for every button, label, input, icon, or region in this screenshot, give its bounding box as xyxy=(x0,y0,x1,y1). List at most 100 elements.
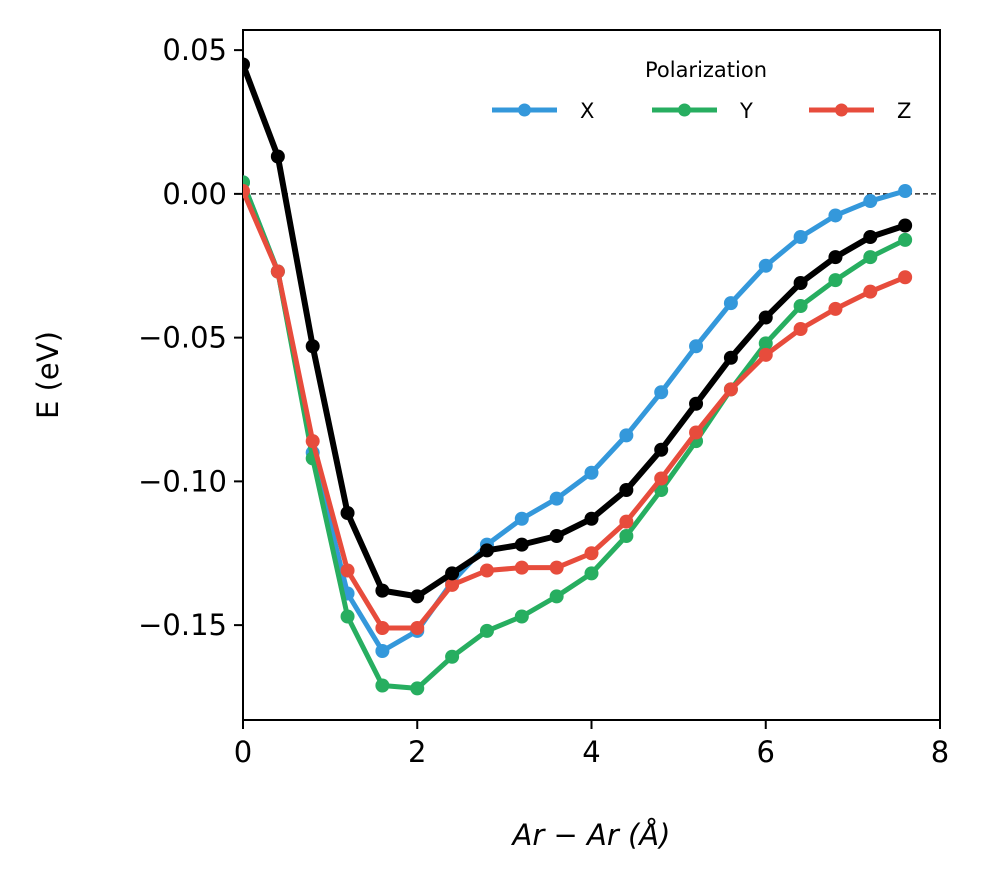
data-point xyxy=(689,339,704,354)
data-point xyxy=(758,336,773,351)
legend-title: Polarization xyxy=(645,58,767,82)
data-point xyxy=(375,583,390,598)
data-point xyxy=(758,310,773,325)
data-point xyxy=(793,299,808,313)
series-line xyxy=(243,179,908,691)
data-point xyxy=(375,678,390,693)
data-point xyxy=(514,511,529,526)
legend-entry-x: X xyxy=(492,99,594,123)
data-point xyxy=(689,396,704,411)
series-total xyxy=(243,57,913,604)
data-point xyxy=(305,339,320,354)
data-point xyxy=(898,218,913,233)
data-point xyxy=(828,301,843,316)
data-point xyxy=(340,609,355,624)
y-axis-label: E (eV) xyxy=(31,331,65,419)
series-layer xyxy=(243,57,913,696)
data-point xyxy=(619,514,634,529)
data-point xyxy=(863,284,878,299)
legend-swatch-marker xyxy=(518,103,531,117)
x-tick-label: 8 xyxy=(931,735,949,769)
data-point xyxy=(898,184,913,198)
y-tick-label: 0.05 xyxy=(162,33,227,67)
series-line xyxy=(243,61,909,600)
x-tick-label: 0 xyxy=(234,735,252,769)
data-point xyxy=(270,264,285,279)
data-point xyxy=(584,511,599,526)
data-point xyxy=(549,529,564,543)
data-point xyxy=(514,537,529,552)
legend-label: Z xyxy=(897,99,911,123)
series-y xyxy=(243,175,913,696)
data-point xyxy=(549,589,564,604)
data-point xyxy=(375,644,390,658)
data-point xyxy=(689,425,704,440)
legend-entry-y: Y xyxy=(652,99,753,123)
data-point xyxy=(619,529,634,543)
data-point xyxy=(479,543,494,558)
data-point xyxy=(654,442,669,457)
data-point xyxy=(758,347,773,362)
data-point xyxy=(445,566,460,581)
axes: 0 2 4 6 8 0.05 0.00 −0.05 −0.10 −0.15 Ar − Ar (Å) E… xyxy=(31,29,949,852)
data-point xyxy=(723,350,738,365)
data-point xyxy=(479,623,494,638)
data-point xyxy=(410,681,425,696)
data-point xyxy=(828,208,843,223)
data-point xyxy=(584,566,599,581)
data-point xyxy=(549,560,564,575)
y-tick-label: −0.10 xyxy=(138,464,227,498)
y-tick-label: −0.15 xyxy=(138,608,227,642)
data-point xyxy=(898,232,913,247)
data-point xyxy=(793,322,808,336)
data-point xyxy=(270,149,285,164)
data-point xyxy=(410,589,425,604)
y-tick-label: −0.05 xyxy=(138,321,227,355)
data-point xyxy=(793,276,808,290)
data-point xyxy=(479,563,494,578)
series-line xyxy=(243,179,908,654)
data-point xyxy=(723,296,738,311)
x-tick-label: 2 xyxy=(408,735,426,769)
data-point xyxy=(445,577,460,592)
legend-label: X xyxy=(580,99,594,123)
legend-swatch-marker xyxy=(835,103,848,117)
x-tick-label: 4 xyxy=(582,735,600,769)
data-point xyxy=(340,563,355,578)
data-point xyxy=(654,385,669,400)
data-point xyxy=(654,471,669,486)
y-tick-label: 0.00 xyxy=(162,177,227,211)
data-point xyxy=(514,560,529,575)
legend-entry-z: Z xyxy=(809,99,911,123)
data-point xyxy=(445,649,460,664)
x-tick-label: 6 xyxy=(757,735,775,769)
data-point xyxy=(305,434,320,449)
series-z xyxy=(243,184,913,635)
data-point xyxy=(243,184,250,198)
data-point xyxy=(758,258,773,273)
data-point xyxy=(619,483,634,497)
data-point xyxy=(514,609,529,624)
data-point xyxy=(898,270,913,285)
data-point xyxy=(863,230,878,244)
data-point xyxy=(828,250,843,265)
data-point xyxy=(243,57,250,72)
legend: Polarization X Y Z xyxy=(492,58,911,123)
legend-label: Y xyxy=(739,99,753,123)
data-point xyxy=(619,428,634,443)
legend-swatch-marker xyxy=(678,103,691,117)
data-point xyxy=(723,382,738,397)
data-point xyxy=(584,546,599,561)
data-point xyxy=(340,506,355,520)
data-point xyxy=(828,273,843,288)
x-axis-label: Ar − Ar (Å) xyxy=(511,818,671,852)
data-point xyxy=(549,491,564,506)
data-point xyxy=(584,465,599,480)
series-line xyxy=(243,188,908,631)
data-point xyxy=(793,230,808,244)
data-point xyxy=(863,194,878,209)
data-point xyxy=(375,621,390,635)
data-point xyxy=(410,621,425,635)
data-point xyxy=(863,250,878,265)
